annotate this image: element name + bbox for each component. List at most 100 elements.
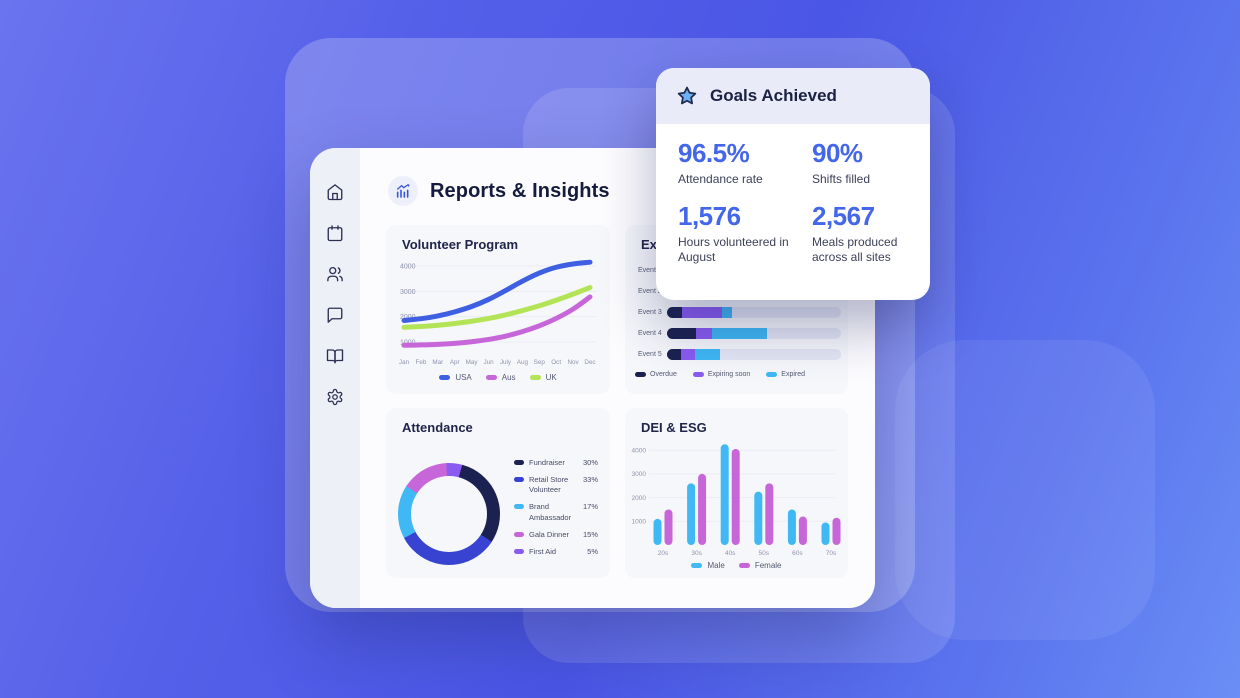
bar-Male	[821, 522, 830, 545]
bar-segment-Expired	[694, 348, 720, 360]
chart-legend: USA Aus UK	[386, 373, 610, 382]
svg-text:30s: 30s	[691, 550, 702, 557]
bar-track	[667, 327, 841, 339]
sidebar-item-calendar[interactable]	[326, 224, 344, 242]
svg-text:Apr: Apr	[450, 359, 460, 366]
background-shape	[895, 340, 1155, 640]
bar-Male	[754, 491, 763, 545]
bar-track	[667, 348, 841, 360]
row-label: Event 2	[638, 287, 662, 295]
stat-value: 2,567	[812, 200, 875, 231]
stacked-bar-row: Event 5	[625, 348, 848, 360]
svg-text:70s: 70s	[826, 550, 837, 557]
sidebar-item-settings[interactable]	[326, 388, 344, 406]
bar-Male	[720, 444, 729, 545]
bar-chart: 4000 3000 2000 1000 20s 30s 40s 50s 60s 70s	[632, 444, 841, 557]
page-header: Reports & Insights	[388, 176, 610, 206]
sidebar-item-library[interactable]	[326, 347, 344, 365]
chat-icon	[327, 307, 343, 323]
bar-Female	[832, 517, 841, 545]
page-title: Reports & Insights	[430, 179, 610, 202]
card-title: DEI & ESG	[641, 420, 707, 435]
svg-text:Nov: Nov	[567, 359, 579, 366]
legend-item: Retail Store Volunteer 33%	[514, 475, 598, 495]
bar-track	[667, 306, 841, 318]
donut-chart	[398, 463, 500, 565]
row-label: Event 3	[638, 308, 662, 316]
dashboard-panel: Reports & Insights Volunteer Program 400…	[310, 148, 875, 608]
svg-text:May: May	[466, 359, 479, 366]
stacked-bar-row: Event 4	[625, 327, 848, 339]
chart-legend: Fundraiser 30% Retail Store Volunteer 33% …	[514, 458, 598, 557]
legend-item: USA	[439, 373, 472, 382]
users-icon	[327, 266, 343, 282]
stacked-bar-row: Event 3	[625, 306, 848, 318]
card-title: Attendance	[402, 420, 473, 435]
svg-text:Dec: Dec	[584, 359, 595, 366]
svg-text:Aug: Aug	[517, 359, 529, 366]
row-label: Event 4	[638, 329, 662, 337]
legend-item: Fundraiser 30%	[514, 458, 598, 468]
sidebar	[310, 148, 360, 608]
line-series-USA	[401, 259, 593, 323]
chart-legend: Overdue Expiring soon Expired	[635, 371, 805, 378]
bar-segment-Expired	[711, 327, 768, 339]
svg-text:Sep: Sep	[534, 359, 546, 366]
bar-segment-Overdue	[667, 327, 697, 339]
sidebar-item-messages[interactable]	[326, 306, 344, 324]
stat-shifts-filled: 90% Shifts filled	[812, 138, 908, 188]
svg-text:2000: 2000	[632, 495, 647, 502]
legend-item: Aus	[485, 373, 516, 382]
bar-segment-Expiring soon	[696, 327, 712, 339]
chart-legend: Male Female	[625, 561, 848, 570]
row-label: Event 1	[638, 266, 662, 274]
stat-meals-produced: 2,567 Meals produced across all sites	[812, 201, 908, 266]
sidebar-item-users[interactable]	[326, 265, 344, 283]
sidebar-item-home[interactable]	[326, 183, 344, 201]
bar-Male	[687, 483, 696, 545]
svg-text:Jun: Jun	[483, 359, 494, 366]
svg-text:50s: 50s	[759, 550, 770, 557]
stat-attendance-rate: 96.5% Attendance rate	[678, 138, 812, 188]
svg-text:3000: 3000	[400, 289, 416, 296]
svg-text:3000: 3000	[632, 471, 647, 478]
legend-item: Gala Dinner 15%	[514, 530, 598, 540]
gear-icon	[327, 388, 343, 406]
bar-Male	[653, 518, 662, 545]
bar-Female	[698, 473, 707, 545]
bar-segment-Overdue	[667, 348, 682, 360]
goals-card-title: Goals Achieved	[710, 86, 837, 105]
legend-item: First Aid 5%	[514, 547, 598, 557]
bar-Female	[765, 483, 774, 545]
bar-segment-Expiring soon	[681, 306, 723, 318]
svg-text:Mar: Mar	[432, 359, 443, 366]
stat-value: 90%	[812, 138, 863, 168]
svg-text:1000: 1000	[632, 519, 647, 526]
bar-Female	[664, 509, 673, 545]
legend-item: Expiring soon	[692, 371, 750, 378]
stat-label: Hours volunteered in August	[678, 234, 789, 265]
svg-text:60s: 60s	[792, 550, 803, 557]
line-series-Aus	[401, 294, 593, 348]
card-title: Volunteer Program	[402, 237, 519, 252]
stat-hours-volunteered: 1,576 Hours volunteered in August	[678, 201, 812, 266]
legend-item: Overdue	[635, 371, 677, 378]
bar-Female	[798, 516, 807, 545]
stat-label: Attendance rate	[678, 172, 763, 186]
legend-item: UK	[529, 373, 557, 382]
bar-segment-Expiring soon	[681, 348, 695, 360]
stat-value: 1,576	[678, 200, 741, 231]
calendar-icon	[327, 225, 343, 242]
svg-text:Feb: Feb	[415, 359, 426, 366]
svg-text:20s: 20s	[658, 550, 669, 557]
svg-text:Oct: Oct	[551, 359, 561, 366]
line-series-UK	[401, 285, 593, 330]
stat-value: 96.5%	[678, 138, 750, 168]
goals-card-header: Goals Achieved	[656, 68, 930, 124]
svg-text:4000: 4000	[400, 264, 416, 271]
bar-chart-trend-icon	[388, 176, 418, 206]
svg-text:Jan: Jan	[399, 359, 410, 366]
legend-item: Brand Ambassador 17%	[514, 502, 598, 522]
svg-text:4000: 4000	[632, 448, 647, 455]
